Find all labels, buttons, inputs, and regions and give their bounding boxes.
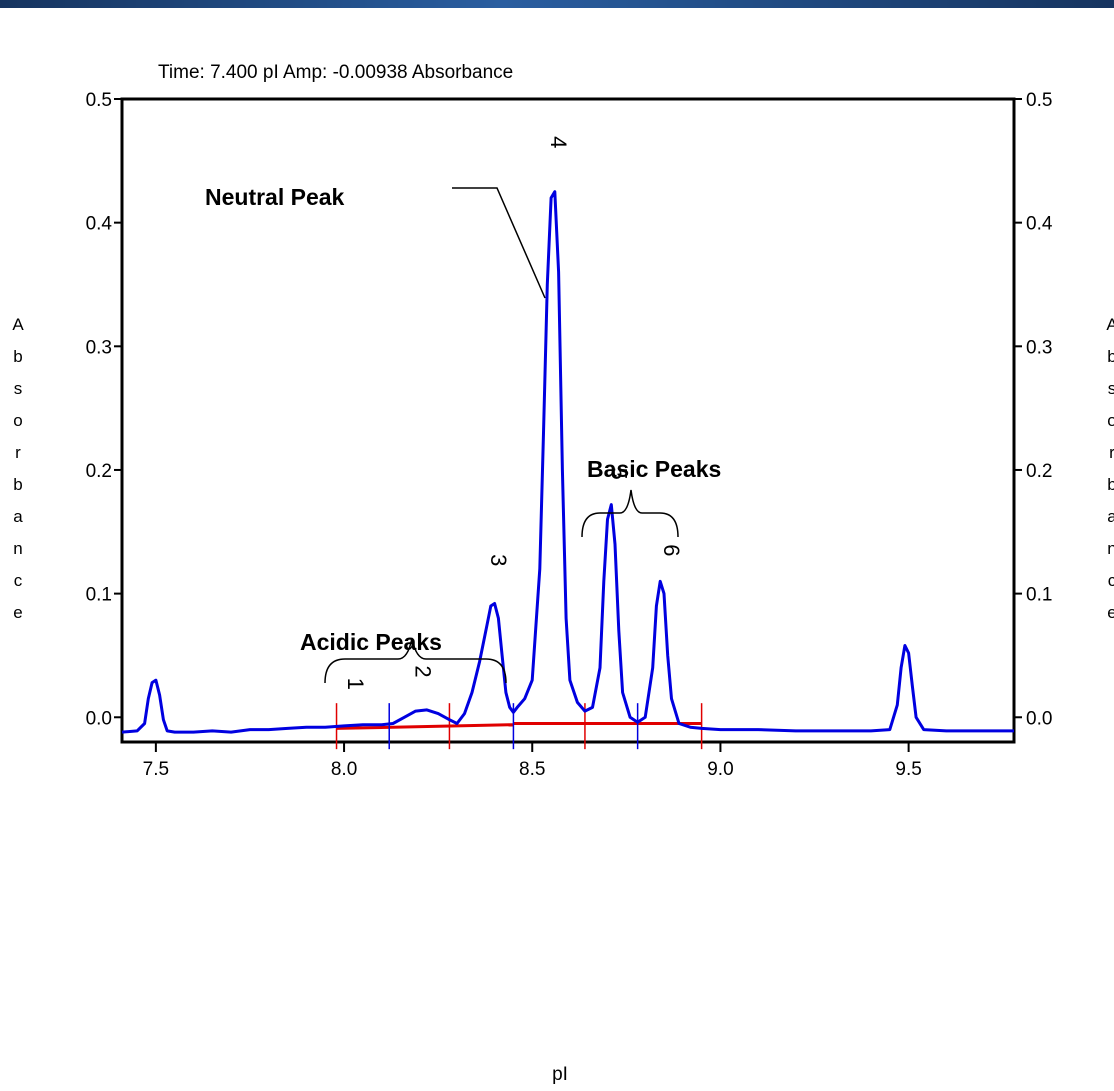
right-y-tick-label-3: 0.3 [1026, 337, 1052, 358]
right-y-axis-label-char-8: c [1108, 571, 1114, 590]
peak-number-labels: 1 2 3 4 5 6 [343, 136, 684, 690]
y-tick-label-0: 0.0 [86, 708, 112, 729]
absorbance-trace [121, 190, 1014, 734]
right-y-axis-label-char-4: r [1109, 443, 1114, 462]
y-tick-label-3: 0.3 [86, 337, 112, 358]
right-y-axis-label-char-7: n [1107, 539, 1114, 558]
y-tick-label-5: 0.5 [86, 90, 112, 111]
y-tick-label-1: 0.1 [86, 585, 112, 606]
basic-peaks-label: Basic Peaks [587, 456, 721, 482]
x-tick-label-2: 8.5 [519, 759, 545, 780]
left-y-axis: 0.0 0.1 0.2 0.3 0.4 0.5 [86, 90, 122, 729]
peak-label-2: 2 [411, 665, 436, 677]
y-axis-label-right: Absorbance [1106, 315, 1114, 622]
right-y-tick-label-0: 0.0 [1026, 708, 1052, 729]
y-axis-label-char-5: b [13, 475, 22, 494]
right-y-tick-label-5: 0.5 [1026, 90, 1052, 111]
peak-label-1: 1 [343, 678, 368, 690]
right-y-axis-label-char-1: b [1107, 347, 1114, 366]
annotation-acidic: Acidic Peaks [300, 629, 507, 684]
acidic-peaks-label: Acidic Peaks [300, 629, 442, 655]
x-axis-label: pI [552, 1064, 568, 1085]
peak-label-6: 6 [659, 544, 684, 556]
right-y-tick-label-2: 0.2 [1026, 461, 1052, 482]
y-axis-label-char-8: c [14, 571, 23, 590]
peak-label-3: 3 [486, 554, 511, 566]
y-axis-label-char-9: e [13, 603, 22, 622]
peak-label-5: 5 [606, 468, 631, 480]
right-y-axis: 0.0 0.1 0.2 0.3 0.4 0.5 [1014, 90, 1053, 729]
y-axis-label-char-2: s [14, 379, 23, 398]
right-y-axis-label-char-9: e [1107, 603, 1114, 622]
top-banner [0, 0, 1114, 8]
baseline-layer [335, 703, 703, 750]
y-axis-label-char-4: r [15, 443, 21, 462]
cursor-readout: Time: 7.400 pI Amp: -0.00938 Absorbance [158, 62, 513, 83]
baseline-segment-0 [336, 723, 514, 730]
neutral-peak-leader [452, 187, 546, 299]
x-tick-label-0: 7.5 [143, 759, 169, 780]
y-tick-label-2: 0.2 [86, 461, 112, 482]
annotation-neutral: Neutral Peak [205, 184, 546, 299]
y-axis-label-char-0: A [12, 315, 24, 334]
right-y-axis-label-char-5: b [1107, 475, 1114, 494]
right-y-axis-label-char-2: s [1108, 379, 1114, 398]
right-y-axis-label-char-6: a [1107, 507, 1114, 526]
acidic-peaks-brace [324, 637, 507, 684]
right-y-axis-label-char-0: A [1106, 315, 1114, 334]
neutral-peak-label: Neutral Peak [205, 184, 345, 210]
x-axis: 7.5 8.0 8.5 9.0 9.5 [143, 742, 922, 780]
x-tick-label-1: 8.0 [331, 759, 357, 780]
y-axis-label-char-3: o [13, 411, 22, 430]
peak-label-4: 4 [546, 136, 571, 148]
right-y-tick-label-4: 0.4 [1026, 214, 1053, 235]
y-axis-label-left: Absorbance [12, 315, 24, 622]
y-tick-label-4: 0.4 [86, 214, 113, 235]
y-axis-label-char-1: b [13, 347, 22, 366]
right-y-tick-label-1: 0.1 [1026, 585, 1052, 606]
basic-peaks-brace [581, 489, 679, 538]
right-y-axis-label-char-3: o [1107, 411, 1114, 430]
x-tick-label-3: 9.0 [707, 759, 733, 780]
y-axis-label-char-7: n [13, 539, 22, 558]
plot-frame [120, 97, 1016, 744]
annotation-basic: Basic Peaks [581, 456, 721, 538]
x-tick-label-4: 9.5 [895, 759, 921, 780]
y-axis-label-char-6: a [13, 507, 23, 526]
